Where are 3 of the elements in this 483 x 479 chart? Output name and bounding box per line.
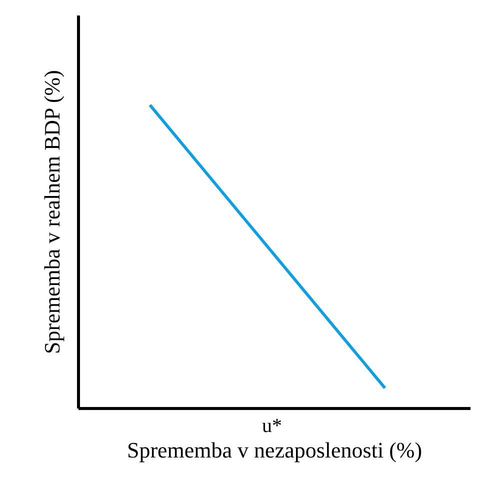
x-axis-title: Sprememba v nezaposlenosti (%) — [126, 438, 422, 462]
text: u* — [262, 415, 282, 437]
y-axis-title: Sprememba v realnem BDP (%) — [40, 70, 64, 354]
